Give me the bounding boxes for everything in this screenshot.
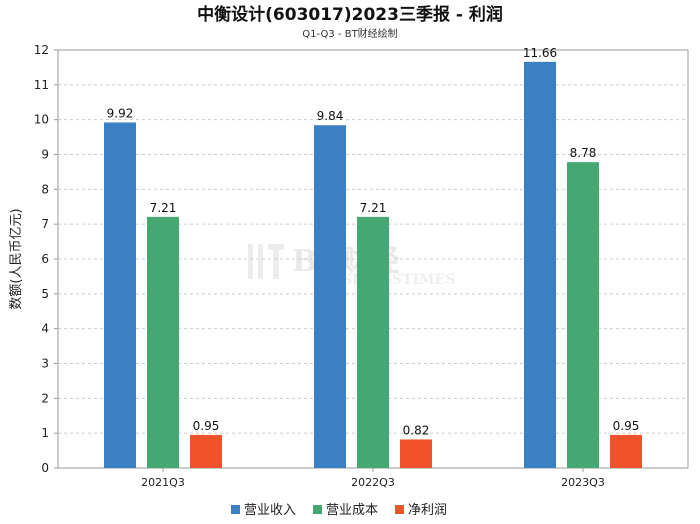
x-tick-label: 2021Q3	[141, 476, 185, 489]
x-tick-label: 2022Q3	[351, 476, 395, 489]
y-tick-label: 9	[41, 148, 49, 162]
legend: 营业收入 营业成本 净利润	[231, 503, 447, 518]
bar-value-label: 0.82	[403, 423, 430, 437]
chart-title: 中衡设计(603017)2023三季报 - 利润	[197, 4, 503, 25]
legend-label: 净利润	[408, 503, 447, 518]
bar	[190, 434, 222, 468]
bar-value-label: 0.95	[613, 419, 640, 433]
legend-label: 营业收入	[244, 503, 296, 518]
bar-value-label: 7.21	[360, 201, 387, 215]
bar-value-label: 8.78	[570, 146, 597, 160]
legend-swatch	[395, 505, 404, 514]
bar-value-label: 9.84	[317, 109, 344, 123]
chart-subtitle: Q1-Q3 - BT财经绘制	[302, 27, 397, 40]
y-tick-label: 7	[41, 217, 49, 231]
y-tick-label: 8	[41, 182, 49, 196]
bar	[524, 61, 556, 469]
y-tick-label: 11	[34, 78, 49, 92]
bar-value-label: 0.95	[193, 419, 220, 433]
y-tick-label: 5	[41, 287, 49, 301]
bar	[357, 216, 389, 468]
y-tick-label: 4	[41, 322, 49, 336]
watermark-logo-icon	[248, 244, 284, 279]
y-tick-label: 2	[41, 391, 49, 405]
bar	[147, 216, 179, 468]
legend-label: 营业成本	[326, 503, 378, 518]
bar-value-label: 7.21	[150, 201, 177, 215]
bar-value-label: 9.92	[107, 106, 134, 120]
y-tick-label: 6	[41, 252, 49, 266]
y-tick-label: 10	[34, 113, 49, 127]
legend-swatch	[231, 505, 240, 514]
y-tick-label: 12	[34, 43, 49, 57]
bar	[567, 162, 599, 468]
y-tick-label: 0	[41, 461, 49, 475]
bars	[104, 61, 642, 469]
y-tick-label: 1	[41, 426, 49, 440]
x-tick-label: 2023Q3	[561, 476, 605, 489]
x-axis-ticks: 2021Q3 2022Q3 2023Q3	[141, 468, 605, 489]
y-axis-label: 数额(人民币亿元)	[9, 208, 24, 309]
bar	[610, 434, 642, 468]
value-labels: 9.92 7.21 0.95 9.84 7.21 0.82 11.66 8.78 0.95	[107, 46, 640, 438]
bar	[314, 125, 346, 469]
bar-value-label: 11.66	[523, 46, 557, 60]
bar	[400, 439, 432, 468]
bar	[104, 122, 136, 468]
y-tick-label: 3	[41, 357, 49, 371]
legend-swatch	[313, 505, 322, 514]
